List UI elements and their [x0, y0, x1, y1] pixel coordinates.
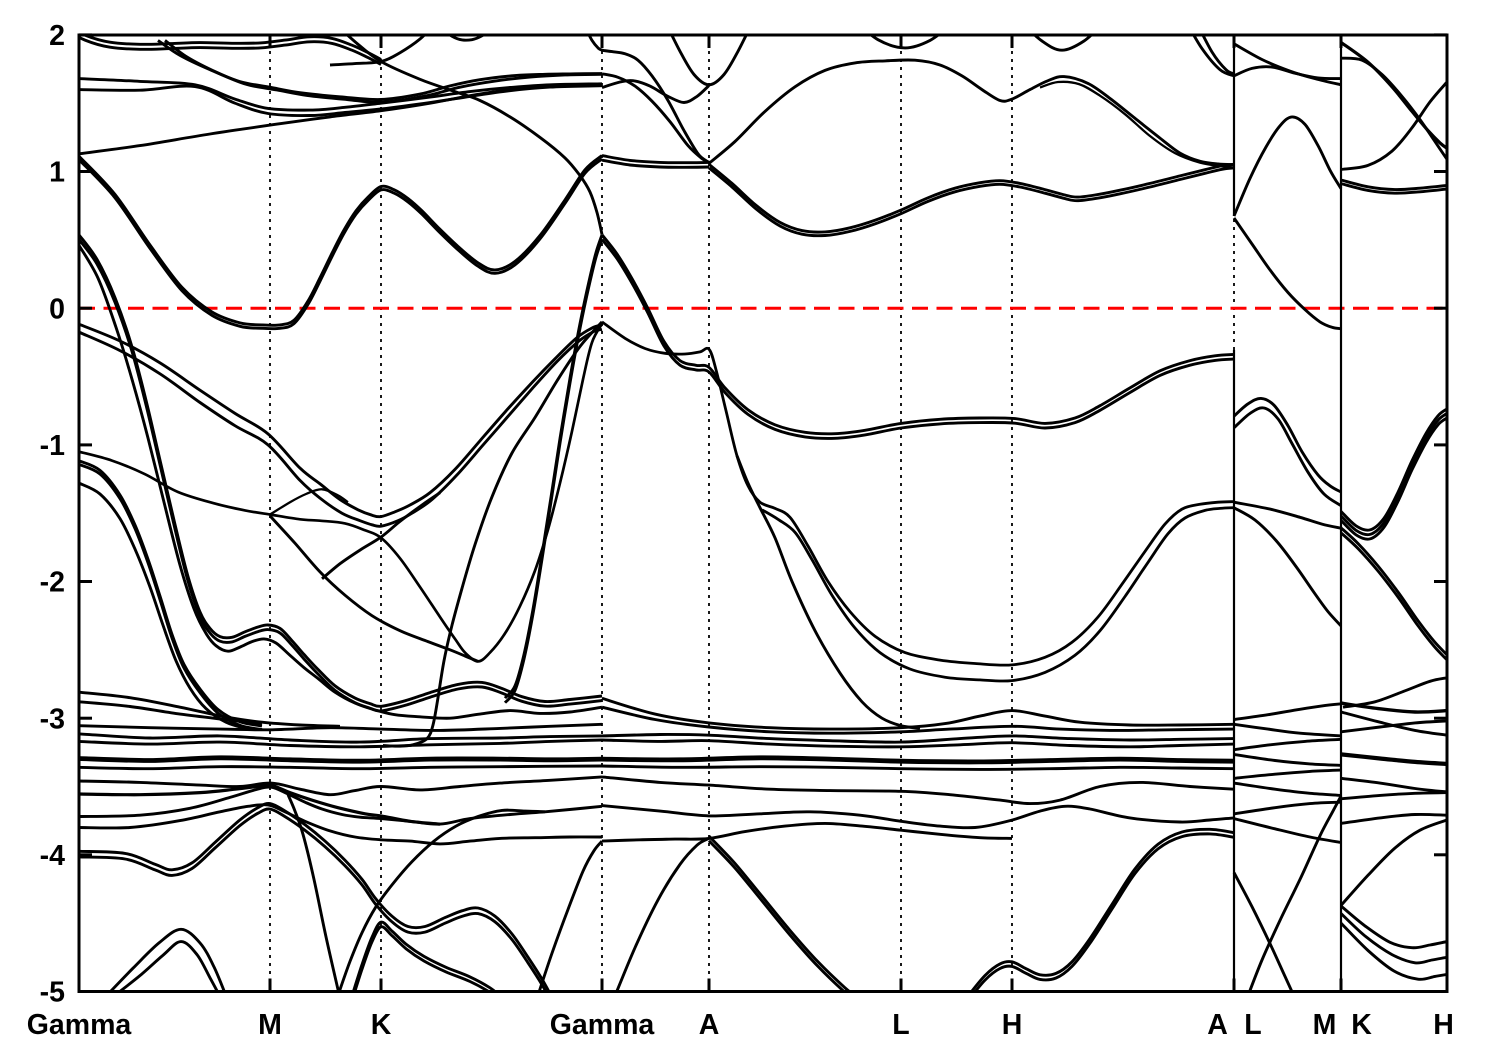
svg-text:L: L: [892, 1009, 909, 1041]
svg-text:1: 1: [49, 157, 65, 189]
svg-text:M: M: [258, 1009, 282, 1041]
svg-text:Gamma: Gamma: [27, 1009, 133, 1041]
svg-text:H: H: [1002, 1009, 1023, 1041]
svg-text:K: K: [371, 1009, 392, 1041]
svg-text:H: H: [1433, 1009, 1454, 1041]
svg-text:2: 2: [49, 20, 65, 52]
svg-text:K: K: [1351, 1009, 1372, 1041]
svg-text:A: A: [699, 1009, 720, 1041]
svg-text:M: M: [1313, 1009, 1337, 1041]
svg-text:-5: -5: [40, 977, 65, 1009]
svg-text:-2: -2: [40, 567, 65, 599]
svg-text:0: 0: [49, 293, 65, 325]
svg-text:-1: -1: [40, 430, 65, 462]
svg-text:Gamma: Gamma: [550, 1009, 656, 1041]
svg-text:L: L: [1244, 1009, 1261, 1041]
svg-text:-3: -3: [40, 703, 65, 735]
svg-text:-4: -4: [40, 840, 65, 872]
svg-text:A: A: [1207, 1009, 1228, 1041]
